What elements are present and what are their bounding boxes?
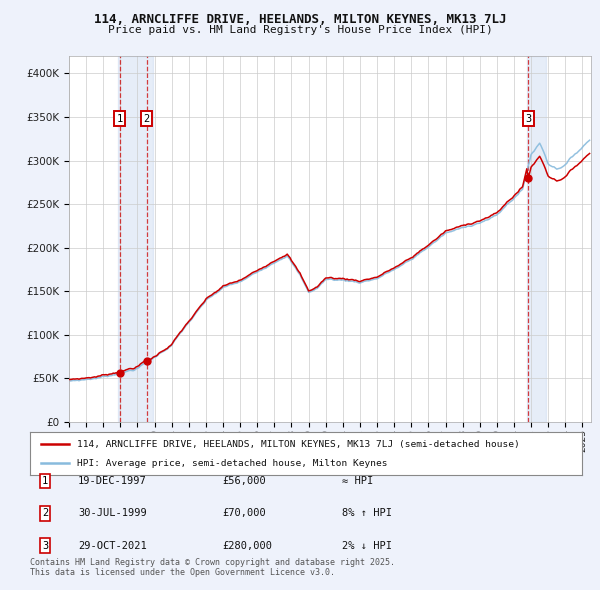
Text: £280,000: £280,000 <box>222 541 272 550</box>
Text: 2% ↓ HPI: 2% ↓ HPI <box>342 541 392 550</box>
Text: 2: 2 <box>42 509 48 518</box>
Bar <box>118 56 153 422</box>
Text: 114, ARNCLIFFE DRIVE, HEELANDS, MILTON KEYNES, MK13 7LJ: 114, ARNCLIFFE DRIVE, HEELANDS, MILTON K… <box>94 13 506 26</box>
Text: 30-JUL-1999: 30-JUL-1999 <box>78 509 147 518</box>
Text: 114, ARNCLIFFE DRIVE, HEELANDS, MILTON KEYNES, MK13 7LJ (semi-detached house): 114, ARNCLIFFE DRIVE, HEELANDS, MILTON K… <box>77 440 520 449</box>
Text: Contains HM Land Registry data © Crown copyright and database right 2025.
This d: Contains HM Land Registry data © Crown c… <box>30 558 395 577</box>
Text: £70,000: £70,000 <box>222 509 266 518</box>
Text: 1: 1 <box>42 476 48 486</box>
Text: HPI: Average price, semi-detached house, Milton Keynes: HPI: Average price, semi-detached house,… <box>77 458 388 467</box>
Text: 2: 2 <box>143 114 150 124</box>
Text: 29-OCT-2021: 29-OCT-2021 <box>78 541 147 550</box>
Text: Price paid vs. HM Land Registry's House Price Index (HPI): Price paid vs. HM Land Registry's House … <box>107 25 493 35</box>
Bar <box>527 56 546 422</box>
Text: 1: 1 <box>116 114 123 124</box>
Text: £56,000: £56,000 <box>222 476 266 486</box>
Text: 8% ↑ HPI: 8% ↑ HPI <box>342 509 392 518</box>
Text: 3: 3 <box>42 541 48 550</box>
Text: ≈ HPI: ≈ HPI <box>342 476 373 486</box>
Text: 19-DEC-1997: 19-DEC-1997 <box>78 476 147 486</box>
Text: 3: 3 <box>525 114 532 124</box>
